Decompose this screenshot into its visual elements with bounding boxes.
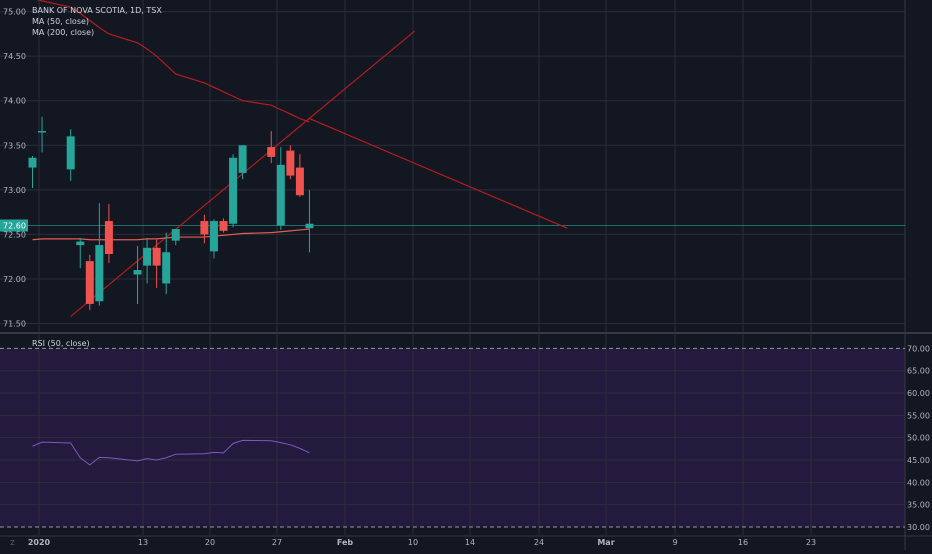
rsi-tick-label: 60.00 bbox=[907, 389, 930, 398]
rsi-tick-label: 70.00 bbox=[907, 344, 930, 353]
candle-body bbox=[104, 221, 113, 255]
price-tick-label: 71.50 bbox=[3, 320, 26, 329]
date-tick-label: 2020 bbox=[28, 538, 51, 547]
candle-body bbox=[28, 157, 37, 168]
rsi-tick-label: 35.00 bbox=[907, 501, 930, 510]
candle-body bbox=[219, 221, 228, 231]
date-tick-label: Mar bbox=[597, 538, 614, 547]
candle-body bbox=[38, 131, 47, 133]
candle-body bbox=[162, 252, 171, 284]
ma200-legend[interactable]: MA (200, close) bbox=[32, 28, 95, 37]
candle-body bbox=[286, 150, 295, 176]
trend-line bbox=[309, 117, 568, 229]
date-tick-label: 14 bbox=[465, 538, 475, 547]
date-tick-label: 24 bbox=[534, 538, 544, 547]
rsi-line bbox=[32, 439, 310, 466]
date-tick-label: 16 bbox=[738, 538, 748, 547]
rsi-tick-label: 45.00 bbox=[907, 456, 930, 465]
candle-body bbox=[305, 223, 314, 229]
candle-body bbox=[238, 145, 247, 173]
candle-body bbox=[66, 136, 75, 170]
date-tick-label: 13 bbox=[138, 538, 148, 547]
date-tick-label: 27 bbox=[272, 538, 282, 547]
date-tick-label: 23 bbox=[806, 538, 816, 547]
candle-body bbox=[95, 245, 104, 302]
rsi-tick-label: 65.00 bbox=[907, 367, 930, 376]
candle-body bbox=[200, 221, 209, 235]
price-tick-label: 72.50 bbox=[3, 230, 26, 239]
date-tick-label: 9 bbox=[672, 538, 677, 547]
rsi-legend[interactable]: RSI (50, close) bbox=[32, 339, 90, 348]
candle-body bbox=[152, 247, 161, 266]
tradingview-logo-icon: Z bbox=[10, 539, 15, 547]
candle-body bbox=[229, 157, 238, 224]
candle-body bbox=[143, 247, 152, 266]
rsi-tick-label: 50.00 bbox=[907, 434, 930, 443]
price-tick-label: 74.50 bbox=[3, 52, 26, 61]
last-price-badge bbox=[0, 219, 28, 232]
ma200-line bbox=[36, 0, 310, 123]
candle-body bbox=[276, 164, 285, 226]
candle-body bbox=[267, 147, 276, 157]
date-tick-label: Feb bbox=[337, 538, 354, 547]
ma50-line bbox=[32, 228, 310, 241]
rsi-tick-label: 40.00 bbox=[907, 478, 930, 487]
price-tick-label: 73.50 bbox=[3, 141, 26, 150]
chart-title: BANK OF NOVA SCOTIA, 1D, TSX bbox=[32, 6, 162, 15]
candle-body bbox=[295, 167, 304, 196]
candle-body bbox=[209, 221, 218, 252]
candle-body bbox=[171, 229, 180, 241]
date-tick-label: 20 bbox=[205, 538, 215, 547]
candle-body bbox=[133, 270, 142, 275]
candle-body bbox=[76, 241, 85, 246]
price-tick-label: 74.00 bbox=[3, 97, 26, 106]
price-tick-label: 72.00 bbox=[3, 275, 26, 284]
price-tick-label: 73.00 bbox=[3, 186, 26, 195]
rsi-tick-label: 55.00 bbox=[907, 411, 930, 420]
date-tick-label: 10 bbox=[408, 538, 418, 547]
rsi-tick-label: 30.00 bbox=[907, 523, 930, 532]
ma50-legend[interactable]: MA (50, close) bbox=[32, 17, 90, 26]
last-price-label: 72.60 bbox=[3, 222, 26, 231]
price-tick-label: 75.00 bbox=[3, 8, 26, 17]
candle-body bbox=[85, 261, 94, 304]
